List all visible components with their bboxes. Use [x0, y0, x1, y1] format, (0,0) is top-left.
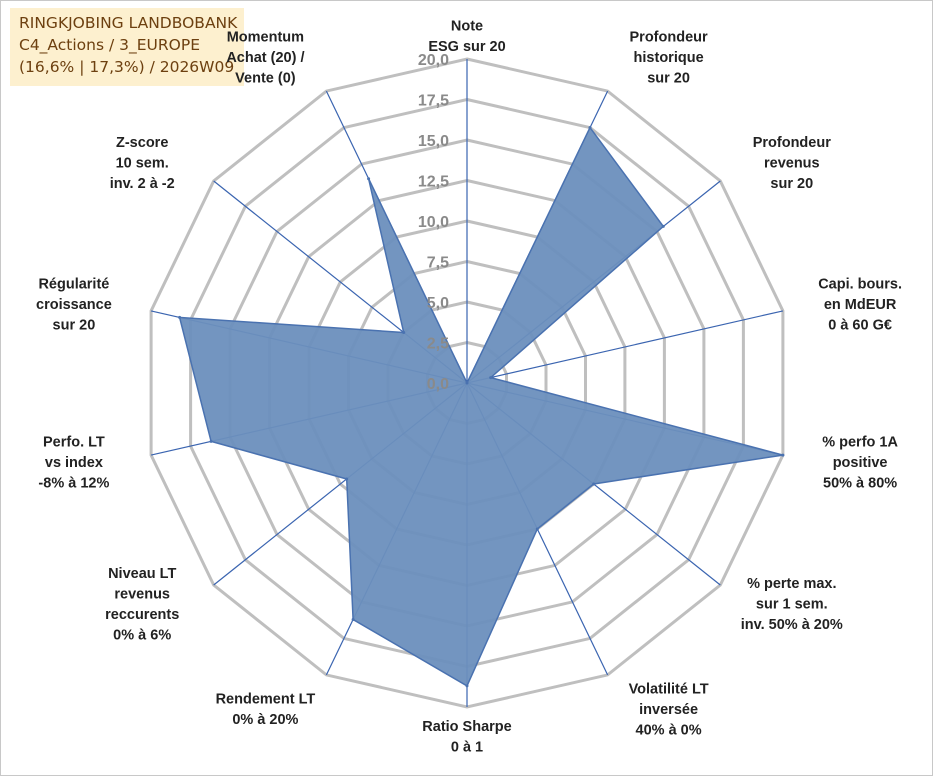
title-box: RINGKJOBING LANDBOBANK C4_Actions / 3_EU…	[10, 8, 244, 86]
axis-label: Profondeur historique sur 20	[630, 30, 708, 87]
axis-label-line: Rendement LT	[216, 692, 316, 708]
tick-label: 0,0	[427, 376, 449, 393]
axis-label-line: croissance	[36, 297, 112, 313]
axis-label: % perfo 1A positive 50% à 80%	[822, 434, 898, 491]
tick-label: 17,5	[418, 93, 449, 110]
axis-label-line: % perfo 1A	[822, 434, 898, 450]
axis-label: Perfo. LT vs index -8% à 12%	[38, 434, 109, 491]
axis-label-line: en MdEUR	[824, 297, 897, 313]
tick-label: 12,5	[418, 174, 449, 191]
axis-label: Ratio Sharpe 0 à 1	[422, 719, 511, 756]
data-point	[402, 331, 406, 334]
axis-label: Régularité croissance sur 20	[36, 277, 112, 334]
axis-label-line: Momentum	[227, 30, 304, 46]
axis-label-line: Perfo. LT	[43, 434, 105, 450]
tick-label: 5,0	[427, 295, 449, 312]
title-line-3: (16,6% | 17,3%) / 2026W09	[19, 58, 235, 76]
tick-label: 7,5	[427, 255, 449, 272]
axis-label-line: Niveau LT	[108, 566, 176, 582]
data-point	[367, 177, 371, 181]
axis-label-line: revenus	[114, 587, 170, 603]
axis-label-line: revenus	[764, 155, 820, 171]
axis-label-line: 0% à 6%	[113, 628, 171, 644]
data-point	[592, 482, 596, 486]
axis-label-line: positive	[833, 455, 888, 471]
axis-label: Niveau LT revenus reccurents 0% à 6%	[105, 566, 179, 644]
data-point	[465, 381, 469, 385]
axis-label-line: sur 20	[647, 71, 690, 87]
data-point	[489, 376, 493, 380]
data-point	[209, 439, 213, 443]
axis-label-line: 10 sem.	[116, 155, 169, 171]
axis-label-line: 40% à 0%	[636, 722, 702, 738]
axis-label-line: Achat (20) /	[226, 50, 304, 66]
axis-label-line: inv. 2 à -2	[110, 176, 175, 192]
axis-label: Profondeur revenus sur 20	[753, 135, 831, 192]
data-point	[465, 684, 469, 688]
axis-label-line: Ratio Sharpe	[422, 719, 511, 735]
axis-label-line: sur 20	[53, 318, 96, 334]
axis-label-line: inv. 50% à 20%	[741, 617, 843, 633]
tick-label: 20,0	[418, 52, 449, 69]
axis-label-line: Z-score	[116, 135, 168, 151]
tick-label: 10,0	[418, 214, 449, 231]
data-point	[351, 618, 355, 621]
axis-label-line: vs index	[45, 455, 103, 471]
axis-label-line: reccurents	[105, 607, 179, 623]
axis-label: Volatilité LT inversée 40% à 0%	[629, 681, 709, 738]
data-point	[535, 527, 539, 531]
axis-label-line: % perte max.	[747, 576, 836, 592]
axis-label-line: -8% à 12%	[38, 475, 109, 491]
axis-label: Capi. bours. en MdEUR 0 à 60 G€	[818, 277, 902, 334]
axis-label-line: historique	[634, 50, 704, 66]
axis-label-line: Régularité	[38, 277, 109, 293]
data-point	[345, 477, 349, 481]
tick-label: 2,5	[427, 336, 449, 353]
data-point	[781, 453, 785, 457]
axis-label-line: 0 à 60 G€	[828, 318, 892, 334]
axis-label-line: 0 à 1	[451, 740, 483, 756]
data-point	[588, 126, 592, 130]
title-line-1: RINGKJOBING LANDBOBANK	[19, 14, 238, 32]
axis-label: % perte max. sur 1 sem. inv. 50% à 20%	[741, 576, 843, 633]
axis-label: Note ESG sur 20	[428, 19, 505, 56]
axis-label-line: 0% à 20%	[232, 712, 298, 728]
axis-label: Rendement LT 0% à 20%	[216, 692, 316, 729]
axis-label-line: sur 1 sem.	[756, 597, 828, 613]
data-point	[178, 315, 182, 319]
axis-label-line: ESG sur 20	[428, 39, 505, 55]
axis-label-line: Volatilité LT	[629, 681, 709, 697]
axis-label-line: Profondeur	[630, 30, 708, 46]
axis-line	[466, 310, 784, 384]
axis-label-line: Profondeur	[753, 135, 831, 151]
axis-label-line: Capi. bours.	[818, 277, 902, 293]
tick-label: 15,0	[418, 133, 449, 150]
axis-label-line: sur 20	[770, 176, 813, 192]
axis-label-line: Note	[451, 19, 483, 35]
axis-label-line: inversée	[639, 702, 698, 718]
title-line-2: C4_Actions / 3_EUROPE	[19, 36, 200, 54]
axis-label-line: Vente (0)	[235, 71, 296, 87]
axis-label-line: 50% à 80%	[823, 475, 897, 491]
data-point	[661, 224, 665, 228]
axis-label: Momentum Achat (20) / Vente (0)	[226, 30, 304, 87]
axis-label: Z-score 10 sem. inv. 2 à -2	[110, 135, 175, 192]
